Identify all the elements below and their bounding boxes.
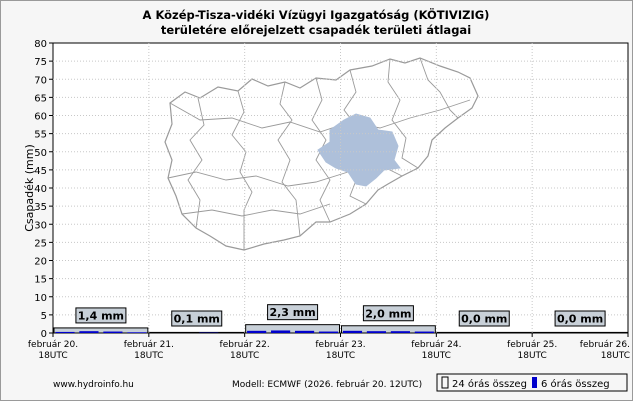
daily-total-bar bbox=[245, 324, 341, 334]
legend-daily-label: 24 órás összeg bbox=[452, 378, 527, 390]
y-tick-label: 60 bbox=[34, 112, 47, 123]
y-tick-label: 20 bbox=[34, 257, 47, 268]
y-tick-label: 65 bbox=[34, 93, 47, 104]
x-tick-label-time: 18UTC bbox=[134, 351, 163, 361]
daily-total-label: 0,0 mm bbox=[461, 313, 507, 326]
six-hour-bar bbox=[55, 331, 75, 333]
six-hour-bar bbox=[79, 331, 99, 333]
y-axis-label: Csapadék (mm) bbox=[23, 144, 36, 232]
legend-swatch-six-hour bbox=[532, 377, 537, 388]
daily-total-label: 2,3 mm bbox=[269, 306, 315, 319]
gridlines bbox=[53, 43, 628, 333]
daily-total-bar bbox=[149, 331, 245, 334]
y-tick-label: 30 bbox=[34, 220, 47, 231]
six-hour-bar bbox=[294, 330, 315, 333]
daily-total-bar bbox=[53, 327, 149, 334]
y-tick-label: 80 bbox=[34, 39, 47, 50]
daily-total-label: 2,0 mm bbox=[365, 307, 411, 320]
y-tick-label: 15 bbox=[34, 275, 47, 286]
y-tick-label: 5 bbox=[41, 311, 47, 322]
x-tick-label-date: február 24. bbox=[411, 340, 461, 350]
daily-total-bar bbox=[436, 331, 532, 334]
x-tick-label-date: február 23. bbox=[315, 340, 365, 350]
six-hour-bar bbox=[247, 330, 267, 333]
y-tick-label: 50 bbox=[34, 148, 47, 159]
daily-total-label-box bbox=[75, 307, 127, 324]
daily-total-label-box bbox=[362, 305, 414, 322]
footer-source: www.hydroinfo.hu bbox=[53, 380, 134, 390]
x-tick-label-time: 18UTC bbox=[326, 351, 355, 361]
x-tick-label-date: február 20. bbox=[28, 340, 78, 350]
legend-swatch-daily bbox=[441, 376, 449, 389]
six-hour-bar bbox=[127, 332, 147, 333]
legend: 24 órás összeg 6 órás összeg bbox=[436, 373, 628, 392]
y-tick-label: 70 bbox=[34, 75, 47, 86]
y-tick-label: 75 bbox=[34, 57, 47, 68]
y-tick-label: 0 bbox=[41, 329, 47, 340]
six-hour-bar bbox=[318, 331, 339, 333]
y-tick-label: 25 bbox=[34, 238, 47, 249]
daily-total-label: 1,4 mm bbox=[78, 309, 124, 322]
x-tick-label-time: 18UTC bbox=[601, 351, 630, 361]
bars: 1,4 mm 0,1 mm 2,3 mm 2,0 mm 0,0 mm 0,0 mm bbox=[53, 304, 628, 334]
daily-total-label: 0,1 mm bbox=[174, 313, 220, 326]
y-axis-ticks: 0 5 10 15 20 25 30 35 40 45 50 55 60 65 70 75 80 bbox=[34, 39, 53, 340]
six-hour-bar bbox=[414, 331, 434, 333]
x-tick-label-date: február 21. bbox=[124, 340, 174, 350]
daily-total-label-box bbox=[171, 310, 223, 327]
footer-model: Modell: ECMWF (2026. február 20. 12UTC) bbox=[232, 380, 422, 390]
x-tick-label-date: február 22. bbox=[220, 340, 270, 350]
x-tick-label-time: 18UTC bbox=[230, 351, 259, 361]
six-hour-bar bbox=[103, 331, 123, 333]
x-tick-label-time: 18UTC bbox=[422, 351, 451, 361]
y-tick-label: 45 bbox=[34, 166, 47, 177]
daily-total-label-box bbox=[554, 310, 606, 327]
chart-title-line1: A Közép-Tisza-vidéki Vízügyi Igazgatóság… bbox=[143, 7, 490, 22]
y-tick-label: 10 bbox=[34, 293, 47, 304]
chart-title-line2: területére előrejelzett csapadék terület… bbox=[161, 23, 471, 37]
daily-total-bar bbox=[341, 325, 436, 334]
six-hour-bar bbox=[390, 331, 410, 333]
hungary-country-outline bbox=[164, 57, 479, 251]
y-tick-label: 35 bbox=[34, 202, 47, 213]
six-hour-bar bbox=[366, 331, 387, 333]
six-hour-bar bbox=[271, 330, 291, 333]
x-tick-label-time: 18UTC bbox=[38, 351, 67, 361]
daily-total-label-box bbox=[267, 304, 319, 321]
six-hour-bar bbox=[342, 330, 363, 333]
legend-six-hour-label: 6 órás összeg bbox=[541, 378, 610, 390]
y-tick-label: 55 bbox=[34, 130, 47, 141]
x-tick-label-date: február 25. bbox=[507, 340, 557, 350]
daily-total-bar bbox=[532, 331, 628, 334]
x-tick-label-time: 18UTC bbox=[518, 351, 547, 361]
daily-total-label: 0,0 mm bbox=[557, 313, 603, 326]
daily-total-label-box bbox=[458, 310, 510, 327]
y-tick-label: 40 bbox=[34, 184, 47, 195]
x-tick-label-date: február 26. bbox=[580, 340, 630, 350]
